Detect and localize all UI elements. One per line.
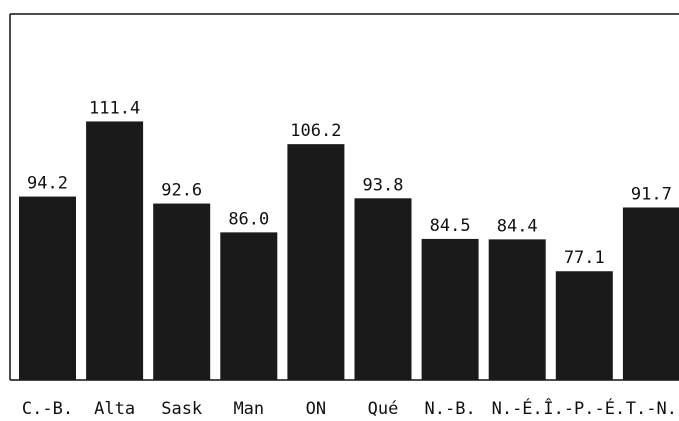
bar: [421, 238, 479, 380]
x-tick-label: Qué: [368, 399, 399, 419]
x-tick-label: N.-B.: [425, 399, 476, 419]
x-tick-label: N.-É.: [492, 397, 543, 419]
bar: [488, 239, 546, 380]
bar: [86, 121, 144, 380]
data-label: 84.4: [497, 216, 538, 236]
bar: [555, 271, 613, 380]
data-label: 94.2: [27, 174, 68, 194]
bar: [220, 232, 278, 380]
x-tick-label: C.-B.: [22, 399, 73, 419]
data-label: 86.0: [228, 209, 269, 229]
x-tick-label: T.-N.: [626, 399, 677, 419]
bar: [19, 196, 76, 380]
bar: [354, 198, 412, 380]
data-label: 106.2: [290, 121, 341, 141]
x-tick-label: Sask: [161, 399, 202, 419]
bar: [287, 144, 345, 380]
data-label: 91.7: [631, 184, 672, 204]
data-label: 77.1: [564, 248, 605, 268]
x-tick-label: Alta: [94, 399, 135, 419]
bar: [622, 207, 679, 380]
bar: [153, 203, 211, 380]
data-label: 84.5: [430, 216, 471, 236]
data-label: 92.6: [161, 181, 202, 201]
x-tick-label: Man: [233, 399, 264, 419]
data-label: 111.4: [89, 98, 140, 118]
x-tick-label: ON: [306, 399, 326, 419]
data-label: 93.8: [363, 175, 404, 195]
x-tick-label: Î.-P.-É.: [543, 397, 625, 419]
